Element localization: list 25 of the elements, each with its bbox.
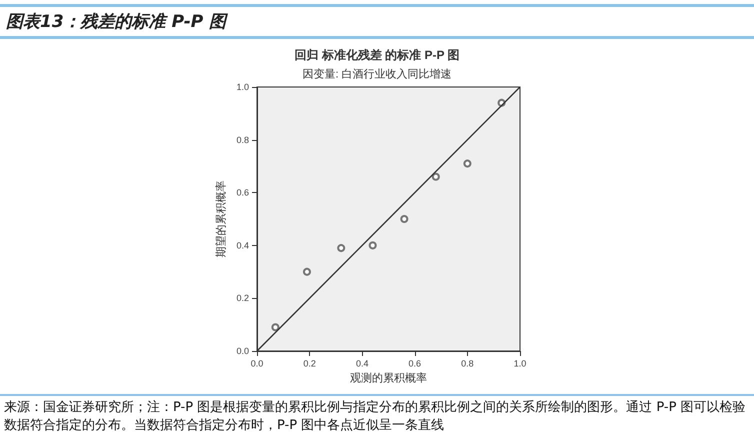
y-tick-label: 0.6	[236, 188, 249, 198]
point	[463, 160, 472, 168]
text: 图表13：残差的标准 P-P 图	[0, 4, 754, 39]
point	[271, 323, 280, 332]
x-axis-title: 观测的累积概率	[350, 372, 427, 384]
x-tick-label: 0.6	[408, 358, 422, 368]
point	[432, 172, 440, 181]
x-tick-label: 1.0	[514, 358, 526, 368]
y-tick-label: 0.2	[236, 293, 249, 304]
chart-title: 回归 标准化残差 的标准 P-P 图	[294, 48, 460, 62]
y-tick-label: 0.8	[236, 134, 249, 145]
point	[400, 215, 408, 223]
y-tick-label: 0.0	[236, 346, 249, 356]
x-tick-label: 0.0	[250, 358, 264, 368]
y-tick-label: 0.4	[236, 240, 249, 250]
x-tick-label: 0.4	[356, 358, 368, 368]
point	[337, 244, 346, 252]
point	[302, 268, 311, 276]
y-axis-title: 期望的累积概率	[214, 180, 228, 258]
source-note: 来源：国金证券研究所；注：P-P 图是根据变量的累积比例与指定分布的累积比例之间的关系所绘制的图形。通过 P-P 图可以检验数据符合指定的分布。当数据符合指定分布时，P-P 图中各点近似呈一条直线	[0, 394, 754, 438]
chart-subtitle: 因变量: 白酒行业收入同比增速	[302, 68, 452, 80]
x-tick-label: 0.2	[303, 358, 316, 368]
x-tick-label: 0.8	[461, 358, 474, 368]
point	[368, 241, 377, 250]
y-tick-label: 1.0	[236, 82, 249, 92]
